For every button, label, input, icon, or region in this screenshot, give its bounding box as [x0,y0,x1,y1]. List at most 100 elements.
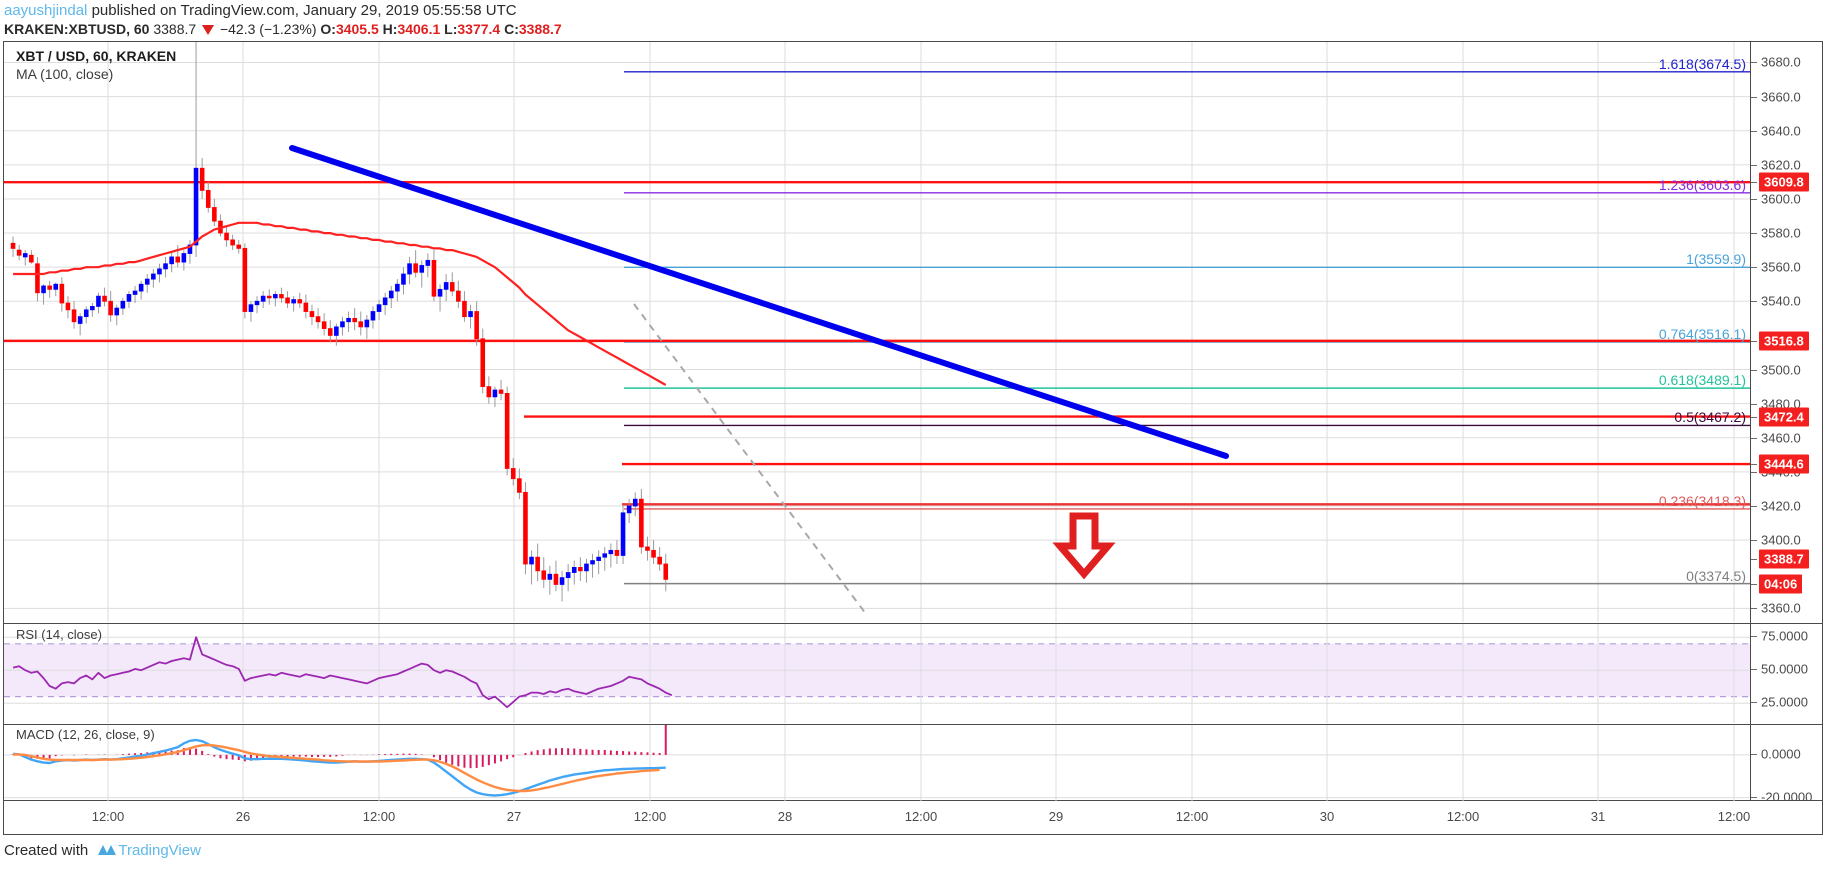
symbol-label: KRAKEN:XBTUSD, 60 [4,21,150,37]
rsi-axis-label: 75.0000 [1761,628,1808,644]
axis-tick-mark [1751,233,1757,235]
price-axis-label: 3620.0 [1761,157,1801,173]
high-label: H: [382,21,398,37]
axis-tick-mark [1751,506,1757,507]
fib-level-label-0: 0(3374.5) [1686,567,1746,584]
price-axis-label: 3680.0 [1761,54,1801,70]
axis-tick-mark [1751,471,1757,473]
time-axis-label: 28 [777,809,793,824]
time-axis-label: 12:00 [633,809,667,824]
axis-tick-mark [1751,130,1757,132]
created-with-label: Created with [4,842,93,859]
price-axis-label: 3500.0 [1761,362,1801,378]
axis-tick-mark [1751,464,1757,466]
fib-level-label-0-618: 0.618(3489.1) [1658,372,1746,389]
author-link[interactable]: aayushjindal [4,2,88,19]
fib-level-label-1-236: 1.236(3603.6) [1658,176,1746,193]
price-down-triangle-icon [202,25,215,35]
axis-tick-mark [1751,62,1757,64]
time-axis-label: 29 [1048,809,1064,824]
axis-tick-mark [1751,540,1757,542]
axis-tick-mark [1751,583,1757,585]
axis-tick-mark [1751,301,1757,303]
rsi-legend: RSI (14, close) [16,627,102,642]
price-badge: 3388.7 [1759,549,1809,569]
pane-divider [1751,724,1823,725]
price-badge: 3444.6 [1759,454,1809,474]
fib-level-label-0-764: 0.764(3516.1) [1658,326,1746,343]
time-axis-label: 27 [506,809,522,824]
axis-tick-mark [1751,198,1757,200]
macd-axis-label: -20.0000 [1761,789,1813,805]
rsi-axis-label: 25.0000 [1761,694,1808,710]
rsi-pane-canvas [4,624,1750,723]
time-axis-label: 12:00 [904,809,938,824]
axis-tick-mark [1751,669,1757,671]
publish-info: aayushjindal published on TradingView.co… [4,2,517,19]
axis-tick-mark [1751,182,1757,184]
price-badge: 3472.4 [1759,407,1809,427]
chart-header: aayushjindal published on TradingView.co… [0,0,1828,40]
price-change: −42.3 (−1.23%) [219,21,317,37]
chart-frame[interactable]: XBT / USD, 60, KRAKEN MA (100, close) 1.… [3,41,1823,819]
price-badge: 04:06 [1759,574,1803,594]
low-label: L: [444,21,458,37]
open-label: O: [320,21,336,37]
axis-tick-mark [1751,369,1757,371]
tradingview-brand[interactable]: TradingView [118,842,201,859]
high-value: 3406.1 [397,21,441,37]
price-axis-label: 3660.0 [1761,89,1801,105]
price-axis-label: 3560.0 [1761,259,1801,275]
axis-tick-mark [1751,437,1757,439]
symbol-quote-line: KRAKEN:XBTUSD, 60 3388.7 −42.3 (−1.23%) … [4,21,562,37]
axis-tick-mark [1751,559,1757,561]
rsi-pane[interactable]: RSI (14, close) [4,623,1750,723]
price-axis-label: 3460.0 [1761,430,1801,446]
macd-legend: MACD (12, 26, close, 9) [16,727,155,742]
axis-tick-mark [1751,267,1757,269]
publish-text: published on TradingView.com, January 29… [87,2,517,19]
last-price: 3388.7 [153,21,197,37]
chart-legend-title: XBT / USD, 60, KRAKEN [16,48,177,64]
macd-axis-label: 0.0000 [1761,746,1801,762]
pane-divider [1751,623,1823,624]
axis-tick-mark [1751,340,1757,342]
time-axis-label: 30 [1319,809,1335,824]
time-axis-label: 31 [1590,809,1606,824]
open-value: 3405.5 [335,21,379,37]
price-axis[interactable]: 3680.0 3660.0 3640.0 3620.0 3600.0 3580.0 3560… [1750,42,1823,804]
axis-tick-mark [1751,608,1757,610]
axis-tick-mark [1751,416,1757,418]
axis-tick-mark [1751,96,1757,98]
fib-level-label-0-5: 0.5(3467.2) [1674,409,1746,426]
axis-tick-mark [1751,164,1757,166]
price-pane-canvas [4,42,1750,622]
price-axis-label: 3600.0 [1761,191,1801,207]
price-badge: 3609.8 [1759,172,1809,192]
price-axis-label: 3640.0 [1761,123,1801,139]
time-axis-label: 12:00 [91,809,125,824]
tradingview-logo-icon [98,845,117,855]
axis-tick-mark [1751,753,1757,755]
time-axis-label: 12:00 [1717,809,1751,824]
close-value: 3388.7 [518,21,562,37]
price-pane[interactable]: XBT / USD, 60, KRAKEN MA (100, close) 1.… [4,42,1750,622]
axis-tick-mark [1751,796,1757,798]
price-axis-label: 3420.0 [1761,498,1801,514]
axis-tick-mark [1751,403,1757,405]
price-axis-label: 3400.0 [1761,532,1801,548]
fib-level-label-1: 1(3559.9) [1686,251,1746,268]
price-axis-label: 3580.0 [1761,225,1801,241]
chart-legend-ma: MA (100, close) [16,66,114,82]
axis-tick-mark [1751,702,1757,704]
price-badge: 3516.8 [1759,331,1809,351]
low-value: 3377.4 [457,21,501,37]
time-axis-label: 12:00 [1175,809,1209,824]
time-axis-label: 26 [235,809,251,824]
fib-level-label-1-618: 1.618(3674.5) [1658,55,1746,72]
time-axis[interactable]: 12:00 26 12:00 27 12:00 28 12:00 29 12:00 30 12:00… [3,801,1823,835]
close-label: C: [504,21,519,37]
rsi-axis-label: 50.0000 [1761,661,1808,677]
axis-tick-mark [1751,636,1757,638]
